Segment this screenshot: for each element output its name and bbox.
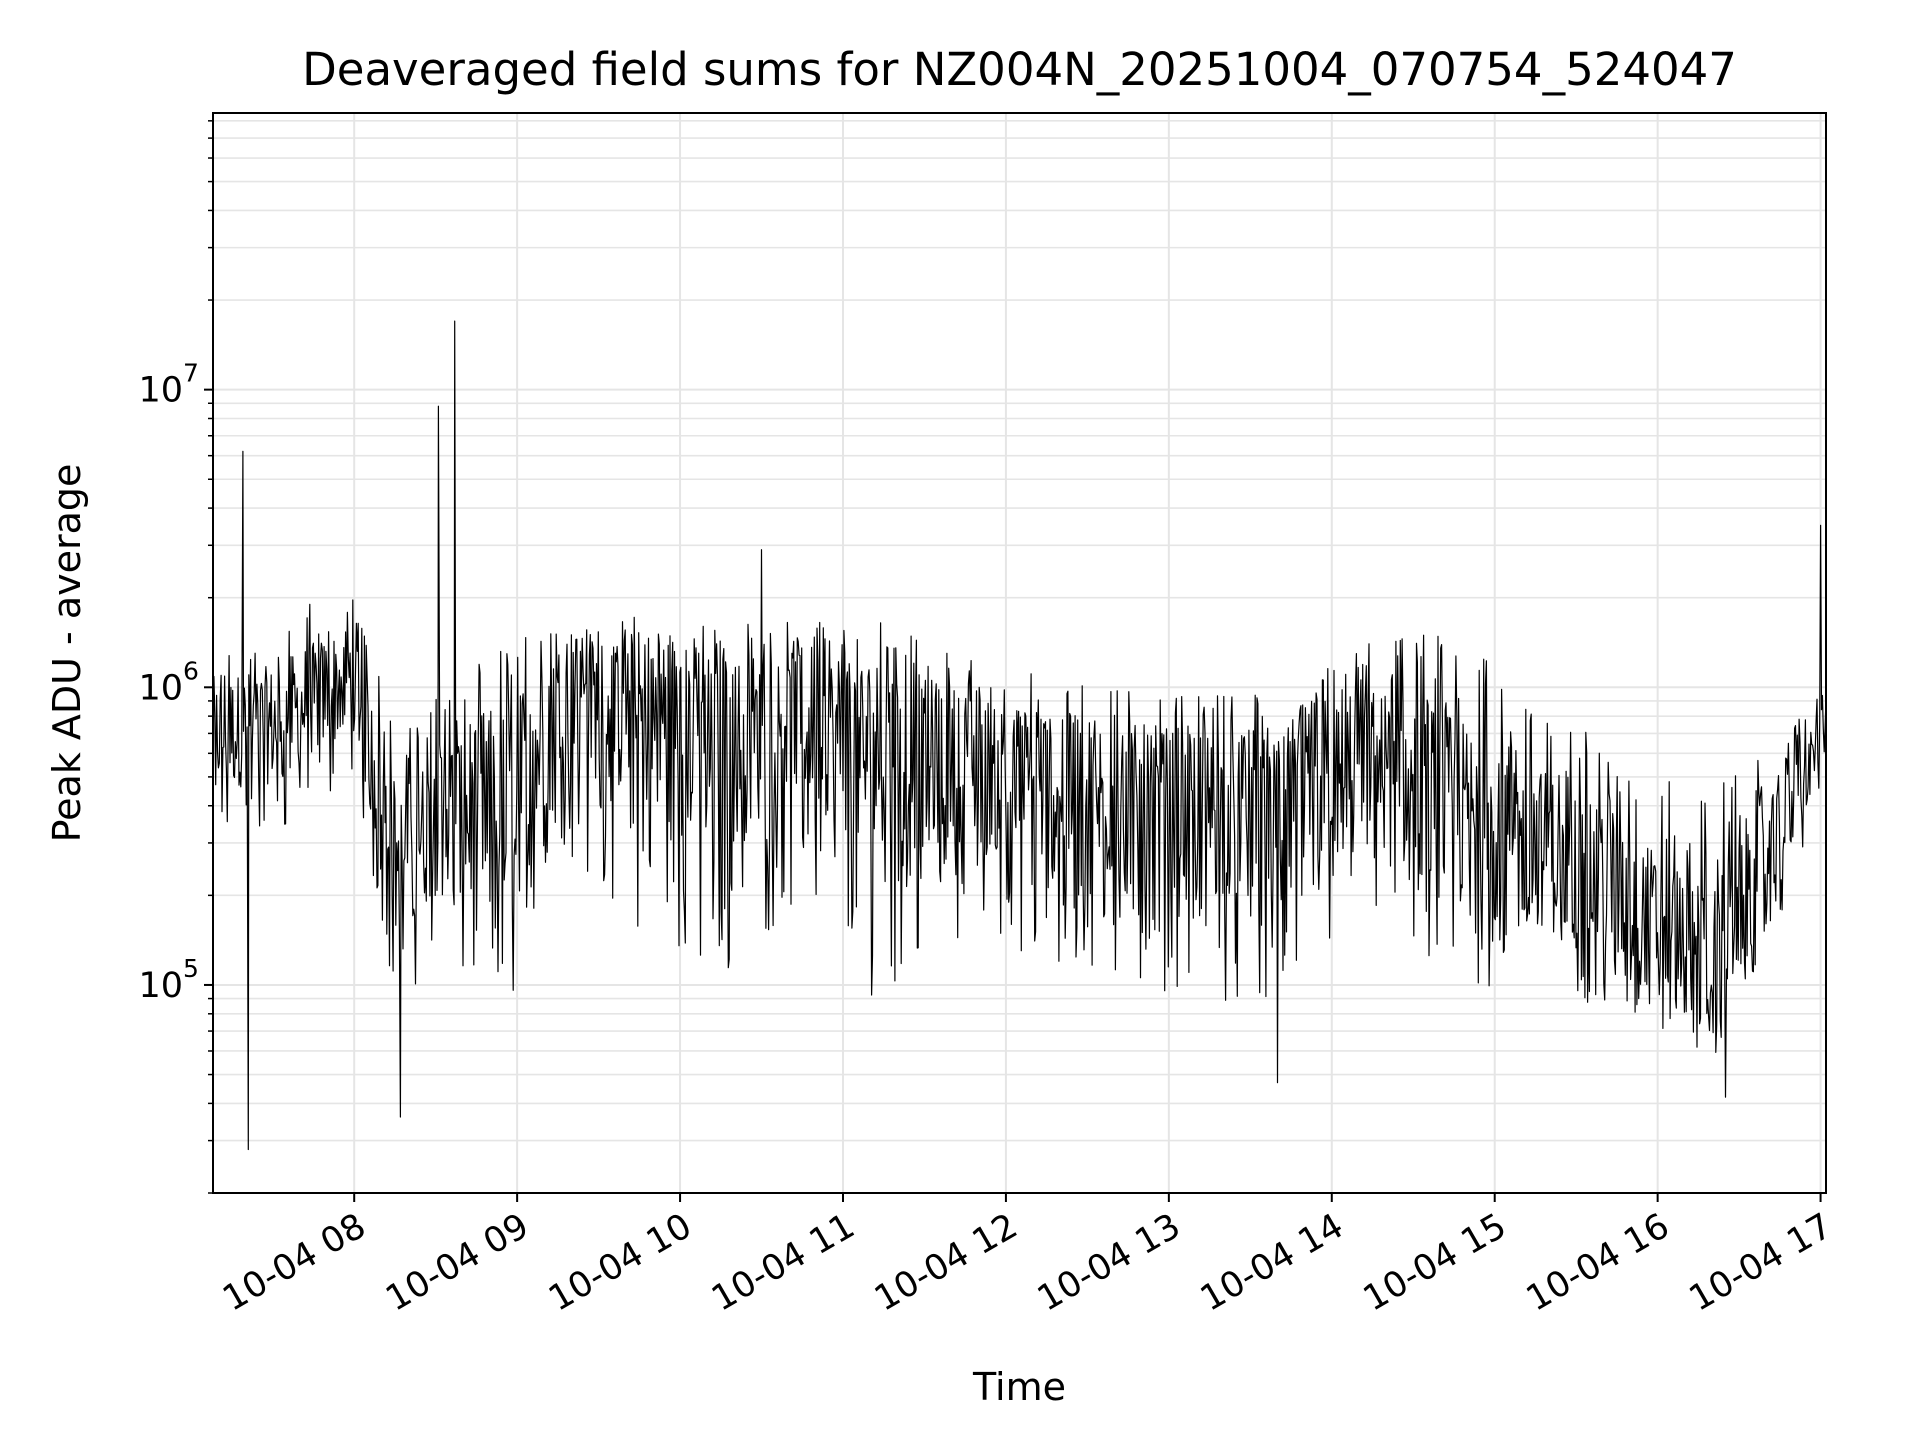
series-line xyxy=(212,320,1827,1151)
chart-title: Deaveraged field sums for NZ004N_2025100… xyxy=(302,43,1737,96)
y-tick-exponent: 5 xyxy=(183,954,199,983)
y-tick-label: 10 xyxy=(138,371,183,411)
y-tick-label: 10 xyxy=(138,966,183,1006)
grid xyxy=(213,113,1826,1194)
series-path xyxy=(212,320,1827,1151)
y-tick-label: 10 xyxy=(138,668,183,708)
x-axis-label: Time xyxy=(972,1365,1066,1409)
y-tick-exponent: 7 xyxy=(183,359,199,388)
y-axis-label: Peak ADU - average xyxy=(45,464,89,843)
y-tick-exponent: 6 xyxy=(183,656,199,685)
plot-frame xyxy=(212,112,1827,1194)
